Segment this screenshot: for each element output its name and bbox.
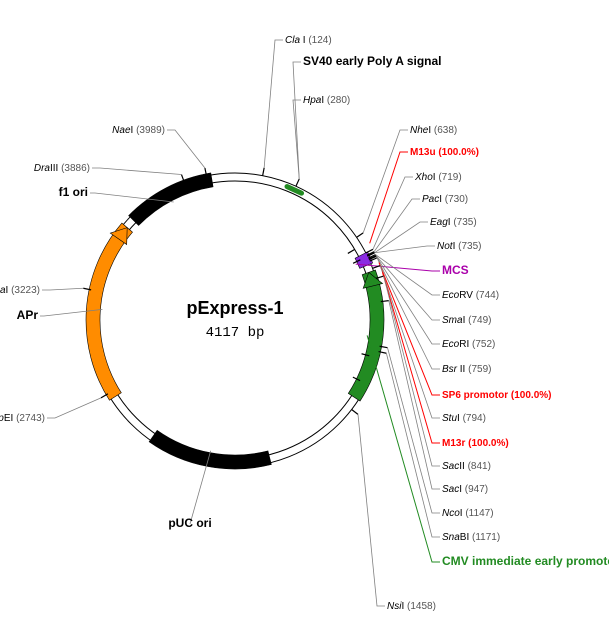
site-SnaBI: SnaBI (1171) [442, 532, 500, 543]
site-ClaI-leader [264, 40, 283, 168]
site-PacI: PacI (730) [422, 194, 468, 205]
site-EcoRI: EcoRI (752) [442, 339, 495, 350]
feat-MCS-leader [356, 264, 440, 271]
feat-APr: APr [17, 308, 39, 322]
site-NheI: NheI (638) [410, 125, 457, 136]
site-StuI: StuI (794) [442, 413, 486, 424]
site-SnaBI-leader [386, 353, 440, 537]
feat-MCS: MCS [442, 263, 469, 277]
site-NotI: NotI (735) [437, 241, 481, 252]
site-NaeI: NaeI (3989) [112, 125, 165, 136]
plasmid-title: pExpress-1 [186, 298, 283, 318]
feat-SP6: SP6 promotor (100.0%) [442, 390, 551, 401]
site-ScaI: ScaI (3223) [0, 285, 40, 296]
site-NcoI: NcoI (1147) [442, 508, 494, 519]
site-NheI-tick [357, 233, 364, 237]
site-EagI: EagI (735) [430, 217, 477, 228]
site-NaeI-leader [167, 130, 205, 168]
feat-M13r: M13r (100.0%) [442, 438, 509, 449]
site-NsiI-leader [358, 414, 385, 606]
site-XhoI: XhoI (719) [414, 172, 462, 183]
site-ClaI-tick [263, 168, 265, 176]
feat-SP6-leader [379, 262, 440, 395]
site-NheI-leader [363, 130, 408, 233]
feat-pUCori: pUC ori [168, 516, 211, 530]
site-ClaI: Cla I (124) [285, 35, 332, 46]
site-AspEI-leader [47, 398, 101, 418]
site-SmaI: SmaI (749) [442, 315, 491, 326]
site-PacI-leader [374, 199, 420, 252]
apr-arc [86, 223, 132, 400]
site-NsiI-tick [352, 409, 358, 414]
site-HpaI: HpaI (280) [303, 95, 350, 106]
site-ScaI-leader [42, 288, 83, 290]
site-DraIII-leader [92, 168, 181, 175]
site-BsrII-leader [377, 258, 440, 369]
feat-CMV-leader [367, 335, 440, 562]
puc-ori-arc [149, 430, 271, 469]
cmv-promoter-arc [348, 270, 384, 401]
site-DraIII: DraIII (3886) [34, 163, 90, 174]
site-EcoRV: EcoRV (744) [442, 290, 499, 301]
site-SacI: SacI (947) [442, 484, 488, 495]
feat-f1ori: f1 ori [59, 185, 88, 199]
site-BsrII: Bsr II (759) [442, 364, 491, 375]
inner-tick [348, 249, 355, 253]
site-SacII: SacII (841) [442, 461, 491, 472]
feat-M13u: M13u (100.0%) [410, 147, 479, 158]
site-SmaI-leader [376, 256, 440, 320]
feat-SV40PolyA-leader [293, 62, 301, 179]
site-NsiI: NsiI (1458) [387, 601, 436, 612]
site-HpaI-tick [296, 179, 299, 186]
site-EcoRI-leader [376, 256, 440, 344]
feat-SV40PolyA: SV40 early Poly A signal [303, 54, 442, 68]
plasmid-map: Cla I (124) SV40 early Poly A signal HpaI … [0, 0, 609, 623]
feat-CMV: CMV immediate early promoter [442, 554, 609, 568]
plasmid-size: 4117 bp [206, 325, 265, 341]
f1-ori-arc [129, 173, 213, 225]
site-AspEI: AspEI (2743) [0, 413, 45, 424]
